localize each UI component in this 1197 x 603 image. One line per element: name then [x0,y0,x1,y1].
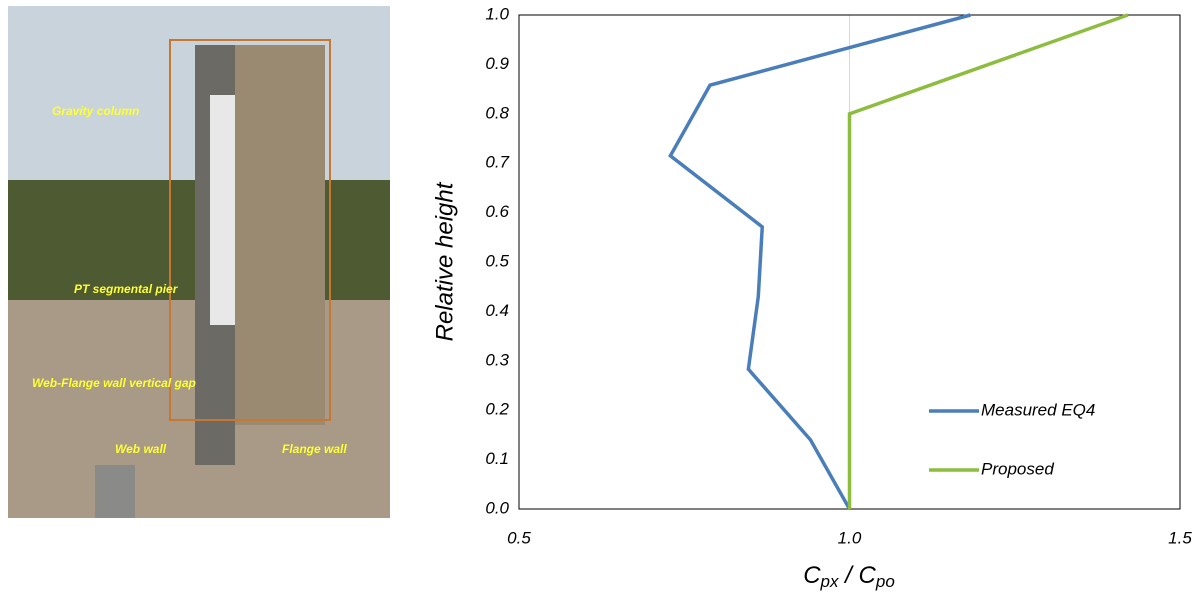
x-axis-label-part: po [875,572,895,591]
x-tick-label: 1.5 [1168,528,1192,547]
y-tick-label: 0.0 [485,498,509,517]
x-axis-label: Cpx / Cpo [803,562,895,591]
photo-label: Gravity column [52,104,139,118]
x-tick-label: 0.5 [507,528,531,547]
y-tick-label: 0.6 [485,202,509,221]
y-tick-label: 0.2 [485,400,509,419]
series-line [847,13,1129,509]
photo-scaffold [169,39,331,421]
y-tick-label: 1.0 [485,4,509,23]
photo-label: Web-Flange wall vertical gap [32,376,196,390]
photo-banner [210,95,235,325]
x-axis-label-part: / C [839,562,877,589]
x-axis-label-part: px [820,572,839,591]
photo: Gravity column PT segmental pier Web-Fla… [8,6,390,518]
y-tick-label: 0.3 [485,350,509,369]
y-tick-label: 0.1 [485,449,509,468]
y-tick-label: 0.7 [485,153,509,172]
y-tick-label: 0.9 [485,54,509,73]
legend-label: Measured EQ4 [981,400,1095,419]
y-tick-label: 0.5 [485,251,509,270]
x-tick-label: 1.0 [838,528,862,547]
photo-tower [235,45,325,425]
photo-block [95,465,135,518]
photo-label: Web wall [115,442,167,456]
photo-label: Flange wall [282,442,347,456]
y-tick-label: 0.8 [485,103,509,122]
legend-label: Proposed [981,459,1054,478]
y-tick-label: 0.4 [485,301,509,320]
y-axis-label: Relative height [431,181,458,341]
x-axis-label-part: C [803,562,821,589]
photo-label: PT segmental pier [74,282,179,296]
series-line [668,13,971,510]
